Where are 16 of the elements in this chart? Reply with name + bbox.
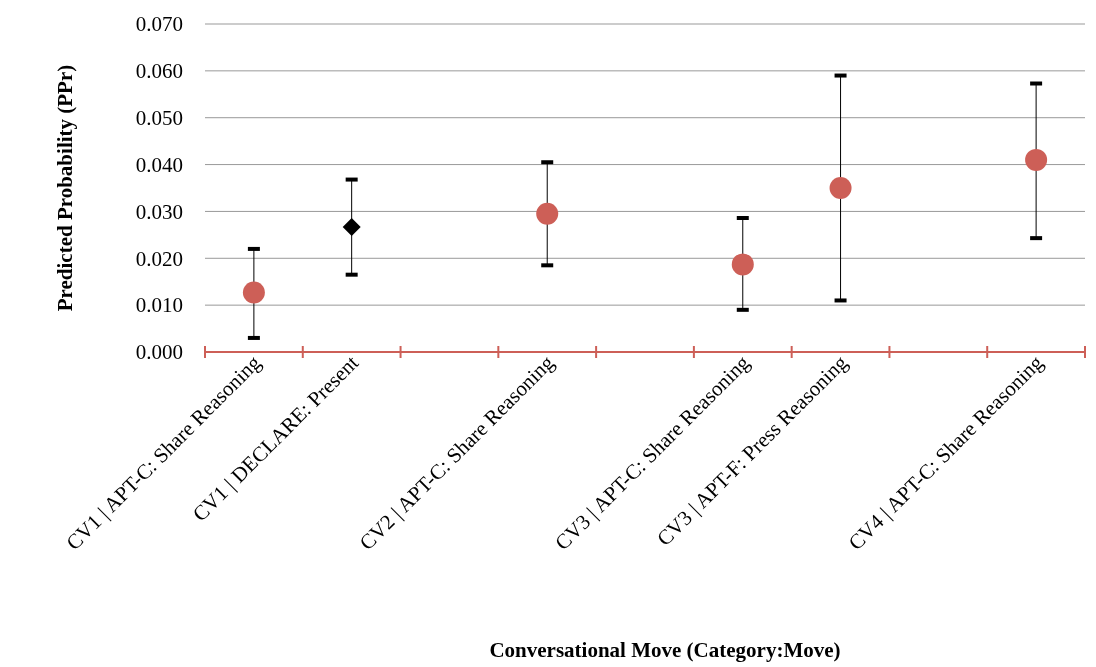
y-tick-label: 0.000 xyxy=(135,340,183,365)
y-axis-title: Predicted Probability (PPr) xyxy=(53,64,77,312)
point xyxy=(731,253,754,276)
y-tick-label: 0.070 xyxy=(135,12,183,37)
point xyxy=(242,281,265,304)
y-tick-label: 0.020 xyxy=(135,246,183,271)
y-tick-label: 0.040 xyxy=(135,152,183,177)
point xyxy=(829,177,852,199)
x-axis-title: Conversational Move (Category:Move) xyxy=(489,638,841,662)
y-tick-label: 0.060 xyxy=(135,59,183,84)
point xyxy=(1025,148,1048,171)
y-tick-label: 0.030 xyxy=(135,199,183,224)
y-tick-label: 0.010 xyxy=(135,293,183,318)
y-tick-label: 0.050 xyxy=(135,106,183,131)
point xyxy=(342,217,361,236)
point xyxy=(536,202,559,225)
